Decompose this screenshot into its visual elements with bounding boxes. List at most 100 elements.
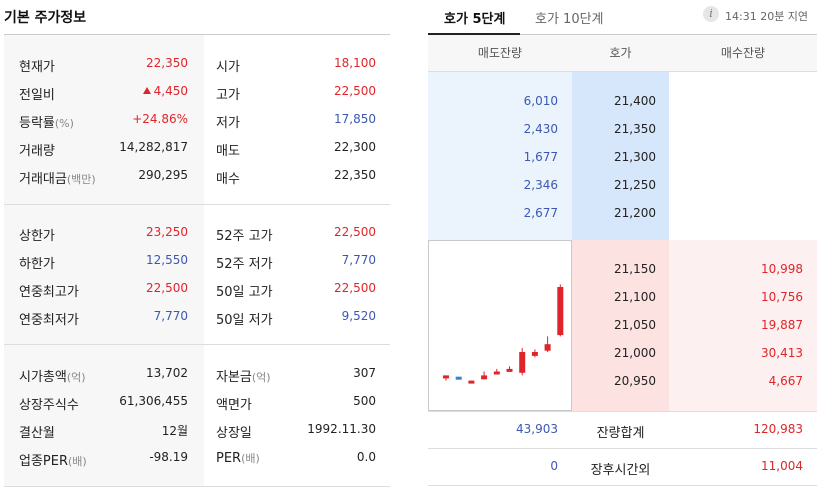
info-row: 하한가 12,550 52주 저가 7,770 [4,247,390,275]
info-label: 자본금(억) [216,366,271,385]
info-label: 상장일 [216,422,252,441]
info-value-text: 12월 [161,424,188,438]
info-value: 22,500 [334,225,376,239]
info-label-text: 액면가 [216,398,252,413]
section-divider [4,486,390,487]
ask-quantity: 1,677 [523,150,558,164]
info-label-text: 시가총액 [19,370,67,385]
info-value: 23,250 [146,225,188,239]
delay-notice: 14:31 20분 지연 [725,10,809,23]
info-row: 연중최고가 22,500 50일 고가 22,500 [4,275,390,303]
info-label-text: 상장일 [216,426,252,441]
candle [468,380,475,384]
info-label-text: 등락률 [19,116,55,131]
ask-price-area [572,72,669,240]
info-value: 500 [353,394,376,408]
info-label-text: 업종PER [19,454,69,469]
info-label-text: 결산월 [19,426,55,441]
divider [428,485,817,486]
candle [519,348,526,376]
divider [428,448,817,449]
info-label: 연중최고가 [19,281,79,300]
bid-quantity: 10,998 [761,262,803,276]
bid-row: 21,050 19,887 [428,312,817,340]
ask-row: 2,677 21,200 [428,200,817,228]
bid-row: 21,000 30,413 [428,340,817,368]
info-row: 상한가 23,250 52주 고가 22,500 [4,219,390,247]
candle [443,375,449,381]
info-row: 시가총액(억) 13,702 자본금(억) 307 [4,360,390,388]
info-label: 50일 저가 [216,309,273,328]
info-label-text: 연중최고가 [19,285,79,300]
info-label: 상장주식수 [19,394,79,413]
info-label: 결산월 [19,422,55,441]
candle [455,376,462,380]
sell-area [428,72,572,240]
basic-price-info-title: 기본 주가정보 [4,10,87,26]
info-label-text: 매수 [216,172,240,187]
ask-price: 21,200 [614,206,656,220]
divider [428,411,817,412]
info-label-text: 매도 [216,144,240,159]
info-row: 현재가 22,350 시가 18,100 [4,50,390,78]
info-label-unit: (배) [68,455,87,468]
info-row: 전일비 4,450 고가 22,500 [4,78,390,106]
info-label-unit: (%) [54,117,74,130]
ask-quantity: 2,677 [523,206,558,220]
info-label-text: 52주 저가 [216,257,273,272]
info-icon[interactable]: i [703,6,719,22]
info-label-text: 거래량 [19,144,55,159]
info-label: PER(배) [216,450,260,466]
bid-quantity: 19,887 [761,318,803,332]
divider [4,34,390,35]
info-value-text: 22,350 [146,56,188,70]
info-label-text: PER [216,451,242,466]
info-label: 고가 [216,84,240,103]
info-value: +24.86% [132,112,188,126]
bid-price: 21,000 [614,346,656,360]
ask-price: 21,400 [614,94,656,108]
info-label-text: 52주 고가 [216,229,273,244]
info-label: 등락률(%) [19,112,74,131]
candle [481,371,488,380]
info-label-unit: (배) [241,452,260,465]
info-value-text: 7,770 [153,309,188,323]
info-row: 상장주식수 61,306,455 액면가 500 [4,388,390,416]
up-arrow-icon [142,87,151,94]
info-value-text: 61,306,455 [119,394,188,408]
info-label: 업종PER(배) [19,450,87,469]
tab-orderbook-10[interactable]: 호가 10단계 [535,12,604,27]
tab-orderbook-5[interactable]: 호가 5단계 [444,12,506,27]
info-value: 7,770 [154,309,188,323]
info-row: 연중최저가 7,770 50일 저가 9,520 [4,303,390,331]
section-background [4,345,204,487]
info-label-text: 연중최저가 [19,313,79,328]
section-background [4,205,204,345]
total-buy: 120,983 [753,422,803,436]
info-value-text: 4,450 [153,84,188,98]
info-value: -98.19 [149,450,188,464]
bid-price: 20,950 [614,374,656,388]
info-value: 7,770 [341,253,376,267]
ask-quantity: 6,010 [523,94,558,108]
total-row: 0 장후시간외 11,004 [428,449,817,485]
info-value: 12,550 [146,253,188,267]
bid-quantity: 30,413 [761,346,803,360]
basic-price-info-panel: 기본 주가정보 현재가 22,350 시가 18,100 전일비 4,450 고가 22,50… [0,0,390,494]
total-sell: 43,903 [516,422,558,436]
info-value: 22,500 [146,281,188,295]
info-label: 현재가 [19,56,55,75]
ask-row: 2,346 21,250 [428,172,817,200]
info-value-text: 13,702 [146,366,188,380]
info-row: 거래량 14,282,817 매도 22,300 [4,134,390,162]
bid-row: 21,100 10,756 [428,284,817,312]
info-value-text: 12,550 [146,253,188,267]
candle [506,366,513,372]
info-value: 290,295 [138,168,188,182]
info-value: 12월 [162,422,188,439]
info-label-text: 시가 [216,60,240,75]
info-row: 결산월 12월 상장일 1992.11.30 [4,416,390,444]
info-value: 22,300 [334,140,376,154]
info-label: 하한가 [19,253,55,272]
info-label: 시가 [216,56,240,75]
